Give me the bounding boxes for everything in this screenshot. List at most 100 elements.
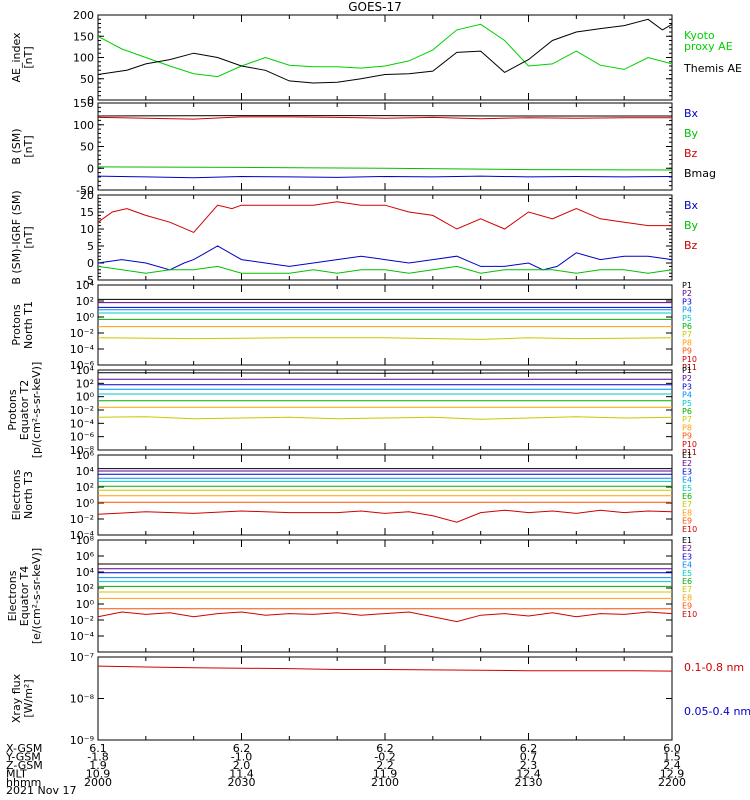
legend-label: Bx (684, 199, 699, 212)
legend-label: E10 (682, 525, 697, 534)
y-tick-label: 10² (76, 481, 94, 494)
y-axis-label: Electrons (10, 469, 23, 520)
ephemeris-row-label: Z-GSM (6, 759, 43, 772)
y-tick-label: 0 (87, 257, 94, 270)
legend-label: 0.1-0.8 nm (684, 661, 744, 674)
legend-label: P1 (682, 281, 692, 290)
legend-label: proxy AE (684, 40, 733, 53)
y-tick-label: 0 (87, 162, 94, 175)
legend-label: P11 (682, 448, 697, 457)
legend-label: Kyoto (684, 29, 715, 42)
legend-label: P8 (682, 423, 692, 432)
legend-label: Bmag (684, 167, 716, 180)
ephemeris-value: 11.4 (229, 768, 254, 781)
y-tick-label: 150 (73, 97, 94, 110)
y-axis-label: [p/(cm²-s-sr-keV)] (30, 362, 43, 459)
y-axis-label: B (SM)-IGRF (SM) (10, 190, 23, 284)
legend-label: E3 (682, 552, 692, 561)
series-line-by (97, 166, 673, 171)
legend-label: Themis AE (683, 62, 742, 75)
y-axis-label: Equator T4 (18, 566, 31, 626)
y-tick-label: 10⁻² (70, 327, 94, 340)
y-tick-label: 10⁻² (70, 404, 94, 417)
legend-label: E7 (682, 585, 692, 594)
y-tick-label: 10² (76, 295, 94, 308)
y-tick-label: 10⁻⁶ (70, 431, 95, 444)
y-tick-label: 10⁻² (70, 614, 94, 627)
legend-label: By (684, 127, 699, 140)
legend-label: P3 (682, 382, 692, 391)
x-tick-label: 2130 (515, 776, 543, 789)
legend-label: P4 (682, 391, 692, 400)
legend-label: E3 (682, 467, 692, 476)
y-tick-label: 10⁻⁹ (70, 734, 94, 747)
ephemeris-value: 1.5 (663, 751, 681, 764)
y-tick-label: 50 (80, 141, 94, 154)
legend-label: P8 (682, 338, 692, 347)
legend-label: E5 (682, 569, 692, 578)
legend-label: P11 (682, 363, 697, 372)
y-axis-label: [nT] (22, 226, 35, 248)
series-line-p1 (97, 372, 673, 374)
y-tick-label: 10⁴ (76, 364, 95, 377)
series-line-0.1-0.8-nm (97, 665, 673, 672)
y-tick-label: 10⁻² (70, 513, 94, 526)
legend-label: E8 (682, 593, 692, 602)
legend-label: P5 (682, 314, 692, 323)
series-line-kyoto-proxy-ae (97, 23, 673, 78)
y-tick-label: 150 (73, 30, 94, 43)
ephemeris-value: 6.1 (89, 742, 107, 755)
series-line-e10 (97, 611, 673, 623)
legend-label: P3 (682, 297, 692, 306)
y-tick-label: 200 (73, 9, 94, 22)
panel-frame-4 (97, 284, 673, 366)
y-tick-label: 10 (80, 223, 94, 236)
ephemeris-value: 10.9 (86, 768, 111, 781)
x-tick-label: 2200 (658, 776, 686, 789)
y-tick-label: 10² (76, 377, 94, 390)
legend-label: E2 (682, 544, 692, 553)
ephemeris-value: 6.2 (520, 742, 538, 755)
y-tick-label: 10⁻⁷ (70, 651, 94, 664)
y-tick-label: 10⁻⁴ (70, 529, 95, 542)
ephemeris-row-label: hhmm (6, 776, 41, 789)
legend-label: P10 (682, 355, 697, 364)
series-line-bx (97, 175, 673, 179)
legend-label: Bz (684, 147, 698, 160)
ephemeris-value: -1.8 (87, 751, 108, 764)
ephemeris-value: 6.0 (663, 742, 681, 755)
y-axis-label: Electrons (6, 570, 19, 621)
legend-label: Bz (684, 239, 698, 252)
y-tick-label: 10⁰ (76, 391, 95, 404)
ephemeris-value: 12.9 (660, 768, 685, 781)
y-tick-label: 10⁶ (76, 449, 95, 462)
ephemeris-value: 2.4 (663, 759, 681, 772)
y-tick-label: 10⁰ (76, 311, 95, 324)
series-line-p7 (97, 416, 673, 420)
y-tick-label: 0 (87, 94, 94, 107)
y-tick-label: 10⁰ (76, 598, 95, 611)
y-tick-label: 10⁻⁴ (70, 417, 95, 430)
ephemeris-value: 2.0 (233, 759, 251, 772)
y-axis-label: [W/m²] (22, 679, 35, 717)
y-tick-label: 10⁻⁴ (70, 343, 95, 356)
ephemeris-row-label: Y-GSM (5, 751, 41, 764)
legend-label: E8 (682, 508, 692, 517)
legend-label: P5 (682, 399, 692, 408)
legend-label: E4 (682, 561, 692, 570)
panel-frame-6 (97, 454, 673, 536)
legend-label: Bx (684, 107, 699, 120)
ephemeris-value: 6.2 (233, 742, 251, 755)
legend-label: E6 (682, 492, 692, 501)
legend-label: P6 (682, 322, 692, 331)
series-line-e10 (97, 509, 673, 523)
y-axis-label: Protons (6, 389, 19, 430)
y-tick-label: -5 (83, 274, 94, 287)
y-tick-label: 10⁴ (76, 566, 95, 579)
series-line-by (97, 265, 673, 274)
series-line-bx (97, 245, 673, 271)
y-tick-label: 10² (76, 582, 94, 595)
legend-label: E5 (682, 484, 692, 493)
y-tick-label: 10⁰ (76, 497, 95, 510)
